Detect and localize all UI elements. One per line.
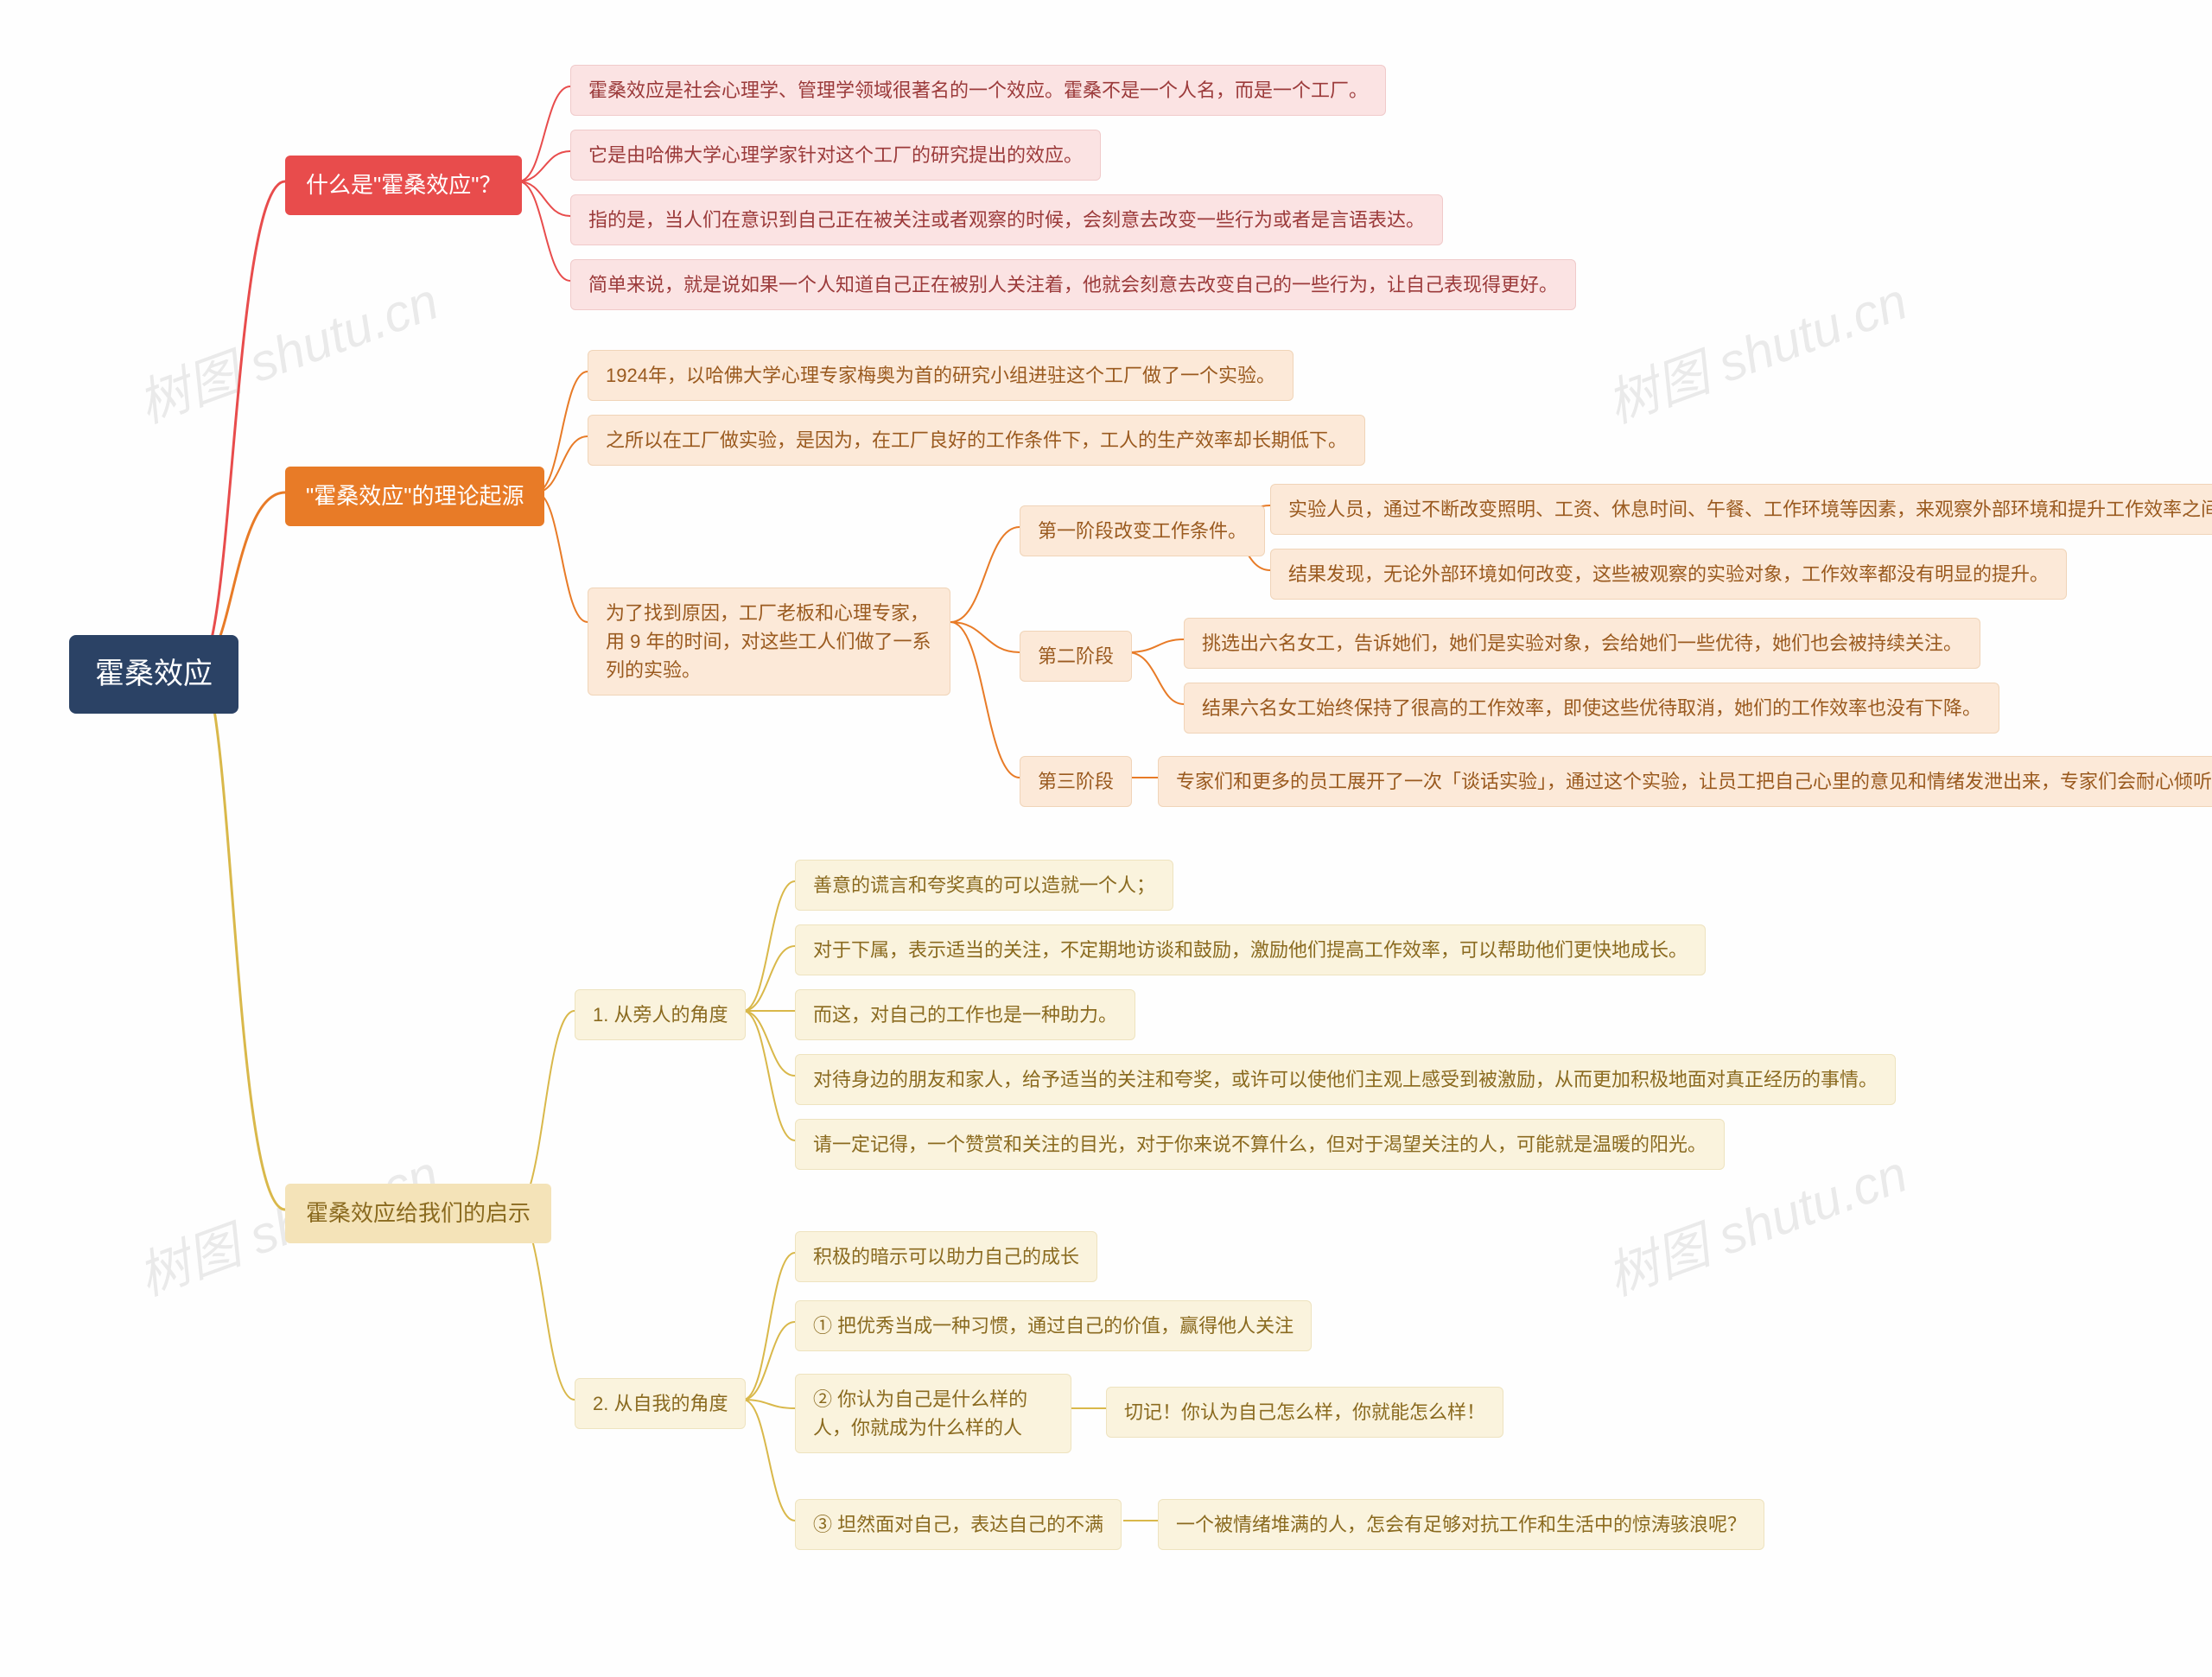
b1-leaf: 霍桑效应是社会心理学、管理学领域很著名的一个效应。霍桑不是一个人名，而是一个工厂…: [570, 65, 1386, 116]
b3-section1: 1. 从旁人的角度: [575, 989, 746, 1040]
b3-s1-item: 对于下属，表示适当的关注，不定期地访谈和鼓励，激励他们提高工作效率，可以帮助他们…: [795, 924, 1706, 975]
b3-s1-item: 对待身边的朋友和家人，给予适当的关注和夸奖，或许可以使他们主观上感受到被激励，从…: [795, 1054, 1896, 1105]
b3-s2-item: 积极的暗示可以助力自己的成长: [795, 1231, 1097, 1282]
b2-stage1-item: 实验人员，通过不断改变照明、工资、休息时间、午餐、工作环境等因素，来观察外部环境…: [1270, 484, 2212, 535]
b3-s2-item: ① 把优秀当成一种习惯，通过自己的价值，赢得他人关注: [795, 1300, 1312, 1351]
root-node: 霍桑效应: [69, 635, 238, 714]
b3-s1-item: 请一定记得，一个赞赏和关注的目光，对于你来说不算什么，但对于渴望关注的人，可能就…: [795, 1119, 1725, 1170]
b3-s2-item4-sub: 一个被情绪堆满的人，怎会有足够对抗工作和生活中的惊涛骇浪呢？: [1158, 1499, 1764, 1550]
b1-leaf: 简单来说，就是说如果一个人知道自己正在被别人关注着，他就会刻意去改变自己的一些行…: [570, 259, 1576, 310]
b3-s1-item: 而这，对自己的工作也是一种助力。: [795, 989, 1135, 1040]
b2-stage2-item: 结果六名女工始终保持了很高的工作效率，即使这些优待取消，她们的工作效率也没有下降…: [1184, 683, 1999, 734]
branch-origin: "霍桑效应"的理论起源: [285, 467, 544, 526]
b2-experiment-intro: 为了找到原因，工厂老板和心理专家，用 9 年的时间，对这些工人们做了一系列的实验…: [588, 588, 950, 696]
b3-s2-item3-sub: 切记！你认为自己怎么样，你就能怎么样！: [1106, 1387, 1503, 1438]
b3-s1-item: 善意的谎言和夸奖真的可以造就一个人；: [795, 860, 1173, 911]
b1-leaf: 指的是，当人们在意识到自己正在被关注或者观察的时候，会刻意去改变一些行为或者是言…: [570, 194, 1443, 245]
b2-intro: 之所以在工厂做实验，是因为，在工厂良好的工作条件下，工人的生产效率却长期低下。: [588, 415, 1365, 466]
b2-stage3-item: 专家们和更多的员工展开了一次「谈话实验」，通过这个实验，让员工把自己心里的意见和…: [1158, 756, 2212, 807]
mindmap-container: 霍桑效应 什么是"霍桑效应"？ 霍桑效应是社会心理学、管理学领域很著名的一个效应…: [35, 35, 2177, 1642]
b2-stage3: 第三阶段: [1020, 756, 1132, 807]
b2-stage2: 第二阶段: [1020, 631, 1132, 682]
branch-what-is: 什么是"霍桑效应"？: [285, 156, 522, 215]
b2-stage2-item: 挑选出六名女工，告诉她们，她们是实验对象，会给她们一些优待，她们也会被持续关注。: [1184, 618, 1980, 669]
b2-intro: 1924年，以哈佛大学心理专家梅奥为首的研究小组进驻这个工厂做了一个实验。: [588, 350, 1294, 401]
b3-s2-item4: ③ 坦然面对自己，表达自己的不满: [795, 1499, 1122, 1550]
branch-inspiration: 霍桑效应给我们的启示: [285, 1184, 551, 1243]
b3-s2-item3: ② 你认为自己是什么样的人，你就成为什么样的人: [795, 1374, 1071, 1453]
b2-stage1: 第一阶段改变工作条件。: [1020, 505, 1265, 556]
b3-section2: 2. 从自我的角度: [575, 1378, 746, 1429]
b2-stage1-item: 结果发现，无论外部环境如何改变，这些被观察的实验对象，工作效率都没有明显的提升。: [1270, 549, 2067, 600]
b1-leaf: 它是由哈佛大学心理学家针对这个工厂的研究提出的效应。: [570, 130, 1101, 181]
